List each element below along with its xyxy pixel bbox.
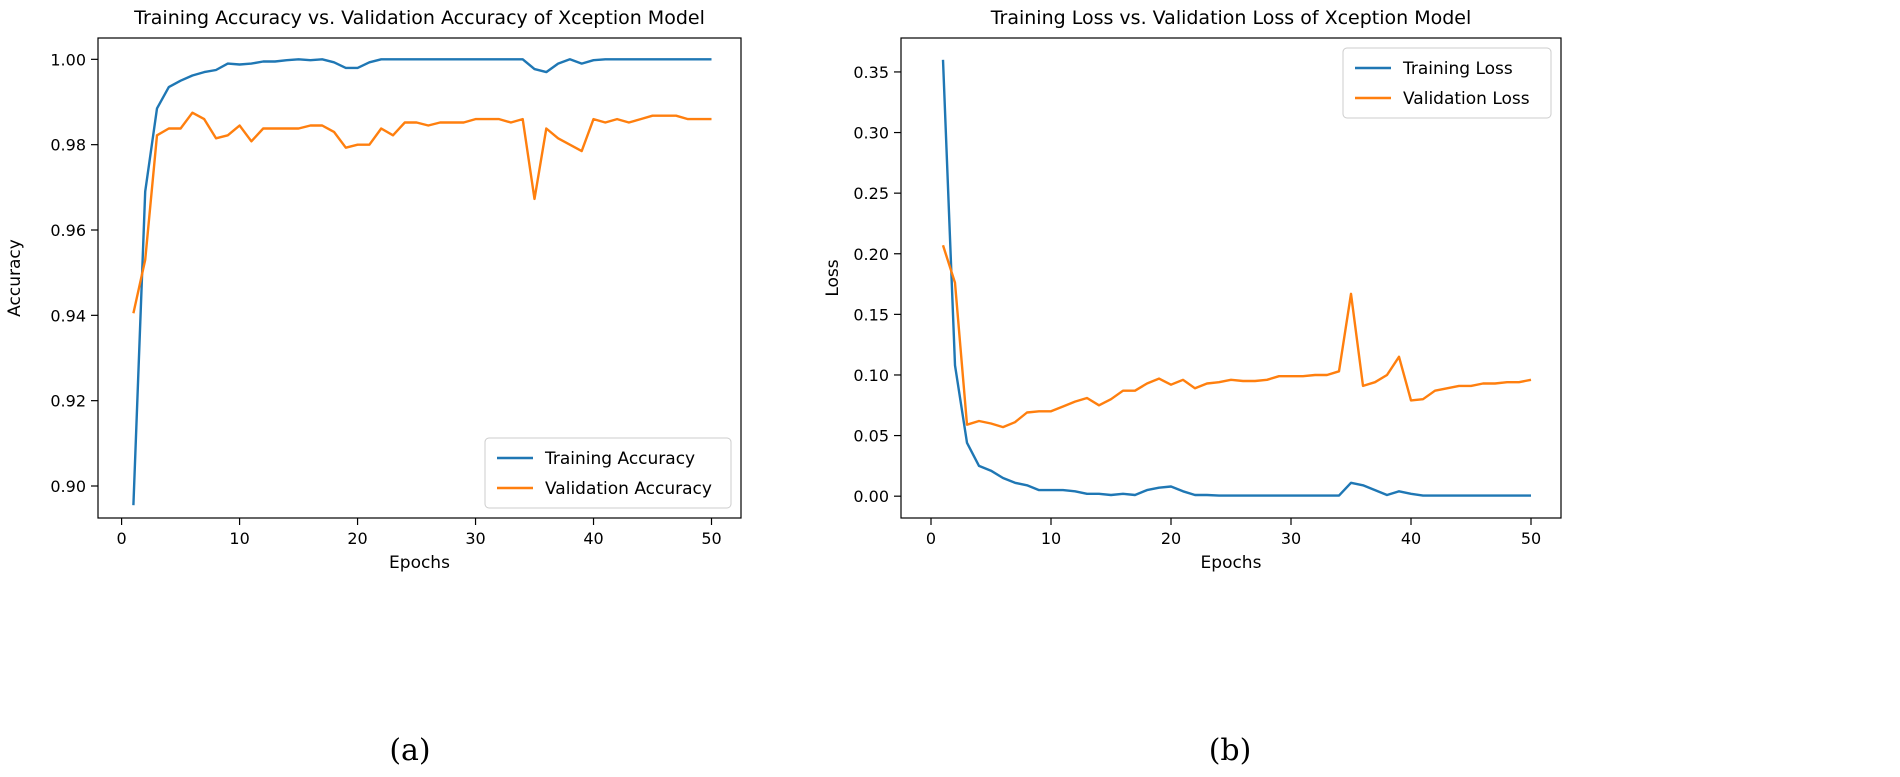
legend-label: Validation Loss	[1403, 89, 1530, 109]
x-tick-label: 40	[583, 529, 603, 548]
y-tick-label: 1.00	[50, 50, 86, 69]
series-line-validation-accuracy	[132, 111, 712, 314]
y-tick-label: 0.10	[853, 366, 889, 385]
x-tick-label: 20	[1161, 529, 1181, 548]
y-tick-label: 0.35	[853, 63, 889, 82]
x-tick-label: 50	[701, 529, 721, 548]
chart-title: Training Accuracy vs. Validation Accurac…	[133, 7, 705, 29]
y-tick-label: 0.15	[853, 305, 889, 324]
y-tick-label: 0.96	[50, 221, 86, 240]
y-tick-label: 0.92	[50, 392, 86, 411]
x-axis-label: Epochs	[389, 553, 450, 573]
series-line-training-loss	[941, 59, 1531, 497]
x-tick-label: 20	[347, 529, 367, 548]
figure-caption: (a)	[389, 733, 430, 768]
legend: Training Accuracy Validation Accuracy	[484, 437, 732, 509]
x-axis-label: Epochs	[1201, 553, 1262, 573]
axes-frame	[900, 37, 1562, 519]
y-tick-label: 0.94	[50, 306, 86, 325]
figure-caption: (b)	[1209, 733, 1252, 768]
x-tick-label: 40	[1401, 529, 1421, 548]
x-tick-label: 0	[117, 529, 127, 548]
chart-b-loss: Training Loss vs. Validation Loss of Xce…	[823, 7, 1562, 768]
legend-box	[1342, 47, 1552, 119]
legend-label: Training Accuracy	[544, 449, 695, 469]
chart-title: Training Loss vs. Validation Loss of Xce…	[990, 7, 1472, 29]
series-lines	[941, 59, 1532, 497]
y-axis-label: Loss	[823, 259, 843, 296]
y-tick-label: 0.90	[50, 477, 86, 496]
x-tick-label: 0	[926, 529, 936, 548]
y-axis-label: Accuracy	[5, 239, 25, 317]
series-lines	[132, 58, 712, 506]
y-tick-label: 0.98	[50, 136, 86, 155]
y-tick-label: 0.00	[853, 487, 889, 506]
legend-box	[484, 437, 732, 509]
series-line-training-accuracy	[132, 58, 712, 506]
x-tick-label: 10	[229, 529, 249, 548]
series-line-validation-loss	[941, 244, 1532, 429]
x-tick-label: 50	[1521, 529, 1541, 548]
y-tick-label: 0.30	[853, 124, 889, 143]
legend: Training Loss Validation Loss	[1342, 47, 1552, 119]
y-tick-label: 0.20	[853, 245, 889, 264]
y-tick-label: 0.25	[853, 184, 889, 203]
x-tick-label: 30	[1281, 529, 1301, 548]
chart-a-accuracy: Training Accuracy vs. Validation Accurac…	[5, 7, 742, 768]
axes-frame	[97, 37, 742, 519]
y-tick-label: 0.05	[853, 427, 889, 446]
x-tick-label: 10	[1041, 529, 1061, 548]
legend-label: Training Loss	[1402, 59, 1513, 79]
x-tick-label: 30	[465, 529, 485, 548]
legend-label: Validation Accuracy	[545, 479, 712, 499]
